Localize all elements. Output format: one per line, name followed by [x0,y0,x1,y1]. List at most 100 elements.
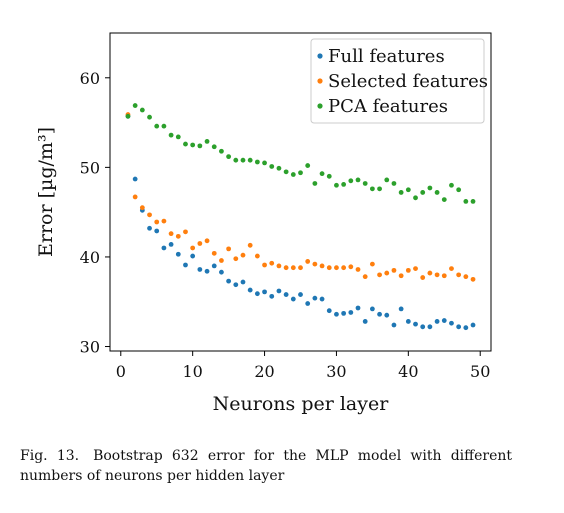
data-point [290,172,296,177]
data-point [197,143,203,149]
plot-frame [109,32,492,352]
data-point [183,262,188,268]
y-axis-label: Error [µg/m³] [35,127,57,257]
data-point [398,190,404,195]
data-point [204,268,210,274]
data-point [348,310,354,315]
legend: Full features Selected features PCA featur… [310,38,488,124]
data-point [456,324,462,330]
data-point [168,242,174,247]
data-point [147,212,152,218]
x-axis-label: Neurons per layer [213,393,390,415]
data-point [226,246,232,252]
data-point [384,312,390,318]
data-point [276,288,282,294]
legend-marker [317,103,323,109]
data-point [362,181,368,186]
legend-marker [317,53,323,59]
data-point [262,160,267,166]
x-tick-label: 0 [116,362,126,381]
data-point [298,292,303,297]
data-point [405,319,411,324]
data-point [456,272,462,278]
data-point [420,324,426,330]
data-point [384,177,390,183]
data-point [211,263,217,269]
data-point [334,311,339,317]
data-point [355,267,361,272]
data-point [434,190,440,195]
data-point [183,229,188,235]
data-point [319,171,325,177]
legend-box [310,38,485,124]
data-point [413,266,418,271]
data-point [348,178,354,184]
data-point [326,308,332,314]
data-point [154,219,160,225]
chart: 0 10 20 30 40 50 30 40 50 60 Neurons per layer E… [35,32,492,415]
data-point [427,270,433,276]
data-point [240,279,246,285]
data-point [175,251,181,257]
data-point [211,144,217,150]
data-point [283,265,289,271]
data-point [420,275,426,280]
data-point [254,253,260,259]
data-point [247,242,253,248]
data-point [161,123,167,129]
data-point [441,197,447,203]
data-point [362,274,368,280]
data-point [147,114,152,120]
data-point [312,295,318,301]
data-point [398,306,404,312]
series-0 [125,113,476,331]
data-point [204,238,210,244]
data-point [319,296,325,302]
data-point [420,190,426,195]
x-tick-label: 30 [326,362,346,381]
data-point [219,148,224,154]
data-point [139,107,145,113]
data-point [154,123,160,129]
data-point [369,261,375,267]
data-point [233,157,239,163]
y-tick-label: 50 [80,158,100,177]
data-point [369,306,375,312]
data-point [326,173,332,179]
data-point [132,176,138,182]
data-point [298,265,303,271]
data-point [290,265,296,271]
data-point [398,273,404,279]
data-point [391,181,397,186]
y-axis: 30 40 50 60 [80,69,110,357]
data-point [319,263,325,269]
y-tick-label: 60 [80,69,100,88]
data-point [283,169,289,175]
data-point [269,164,275,169]
data-point [441,273,447,279]
data-point [161,218,167,224]
data-point [463,274,469,280]
data-point [355,177,361,183]
data-point [456,187,462,193]
data-point [276,263,282,269]
data-point [262,289,267,295]
data-points [125,103,476,331]
data-point [384,270,390,276]
data-point [470,276,476,282]
data-point [405,187,411,193]
data-point [175,134,181,140]
legend-label: Selected features [328,71,488,92]
data-point [405,267,411,273]
data-point [334,182,339,188]
figure-caption: Fig. 13. Bootstrap 632 error for the MLP… [20,448,512,484]
data-point [413,195,418,201]
data-point [132,103,138,108]
data-point [341,265,347,271]
data-point [190,142,196,148]
data-point [377,186,382,192]
data-point [283,292,289,297]
data-point [427,185,433,191]
series-2 [125,103,476,204]
series-1 [125,112,476,282]
